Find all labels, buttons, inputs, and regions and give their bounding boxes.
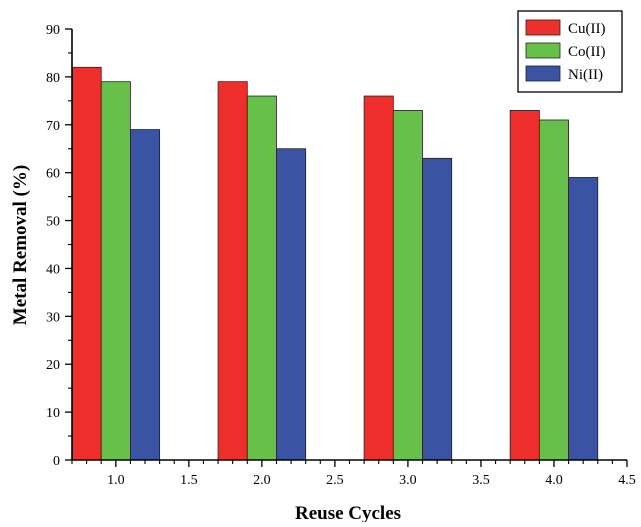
- x-tick-label: 3.5: [472, 473, 490, 488]
- ticks-group: 0 10 20 30 40 50 60 70 80 90 1.0 1.5 2.0 2.5 3.0 3.5 4.0…: [46, 23, 636, 488]
- y-tick-label: 30: [46, 310, 60, 325]
- legend-swatch-niii: [525, 65, 561, 82]
- x-tick-label: 4.5: [618, 473, 636, 488]
- legend: Cu(II) Co(II) Ni(II): [517, 10, 623, 93]
- bar-niii-2: [276, 148, 307, 461]
- bar-niii-1: [130, 129, 161, 461]
- legend-label-coii: Co(II): [568, 44, 606, 60]
- bar-coii-1: [100, 81, 131, 461]
- bar-cuii-2: [217, 81, 248, 461]
- x-tick-label: 2.5: [326, 473, 344, 488]
- x-tick-label: 1.5: [180, 473, 198, 488]
- y-tick-label: 90: [46, 23, 60, 38]
- y-tick-label: 70: [46, 119, 60, 134]
- y-tick-label: 50: [46, 215, 60, 230]
- bar-niii-3: [422, 157, 453, 461]
- bar-cuii-3: [363, 95, 394, 461]
- y-tick-label: 20: [46, 358, 60, 373]
- x-tick-label: 3.0: [399, 473, 417, 488]
- x-tick-label: 2.0: [253, 473, 271, 488]
- y-tick-label: 10: [46, 406, 60, 421]
- bars-group: [71, 66, 599, 461]
- bar-coii-2: [246, 95, 277, 461]
- legend-label-cuii: Cu(II): [568, 21, 606, 37]
- x-tick-label: 1.0: [107, 473, 125, 488]
- legend-swatch-cuii: [525, 19, 561, 36]
- y-tick-label: 40: [46, 262, 60, 277]
- bar-cuii-1: [71, 66, 102, 461]
- y-tick-label: 60: [46, 167, 60, 182]
- x-axis-title: Reuse Cycles: [295, 503, 401, 522]
- legend-swatch-coii: [525, 42, 561, 59]
- bar-niii-4: [568, 177, 599, 461]
- bar-coii-4: [538, 119, 569, 461]
- legend-label-niii: Ni(II): [568, 67, 603, 83]
- y-axis-title: Metal Removal (%): [10, 165, 31, 325]
- y-tick-label: 0: [53, 454, 60, 469]
- y-tick-label: 80: [46, 71, 60, 86]
- bar-cuii-4: [509, 110, 540, 461]
- bar-coii-3: [392, 110, 423, 461]
- x-tick-label: 4.0: [545, 473, 563, 488]
